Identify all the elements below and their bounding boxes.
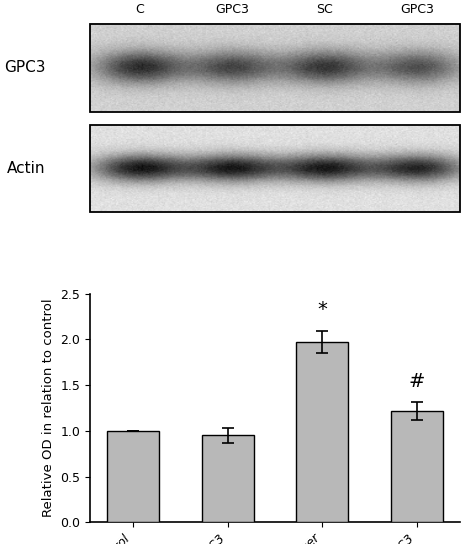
Text: SC+anti-
GPC3: SC+anti- GPC3	[389, 0, 445, 16]
Y-axis label: Relative OD in relation to control: Relative OD in relation to control	[42, 299, 55, 517]
Bar	[90, 24, 460, 112]
Text: Actin: Actin	[7, 161, 46, 176]
Bar	[391, 411, 443, 522]
Text: C: C	[136, 3, 145, 16]
Text: #: #	[409, 373, 425, 392]
Text: SC: SC	[317, 3, 333, 16]
Text: GPC3: GPC3	[4, 60, 46, 75]
Bar	[201, 435, 254, 522]
Text: C+anti-
GPC3: C+anti- GPC3	[209, 0, 256, 16]
Bar	[90, 126, 460, 212]
Bar	[107, 431, 159, 522]
Text: *: *	[317, 300, 327, 319]
Bar	[296, 342, 348, 522]
